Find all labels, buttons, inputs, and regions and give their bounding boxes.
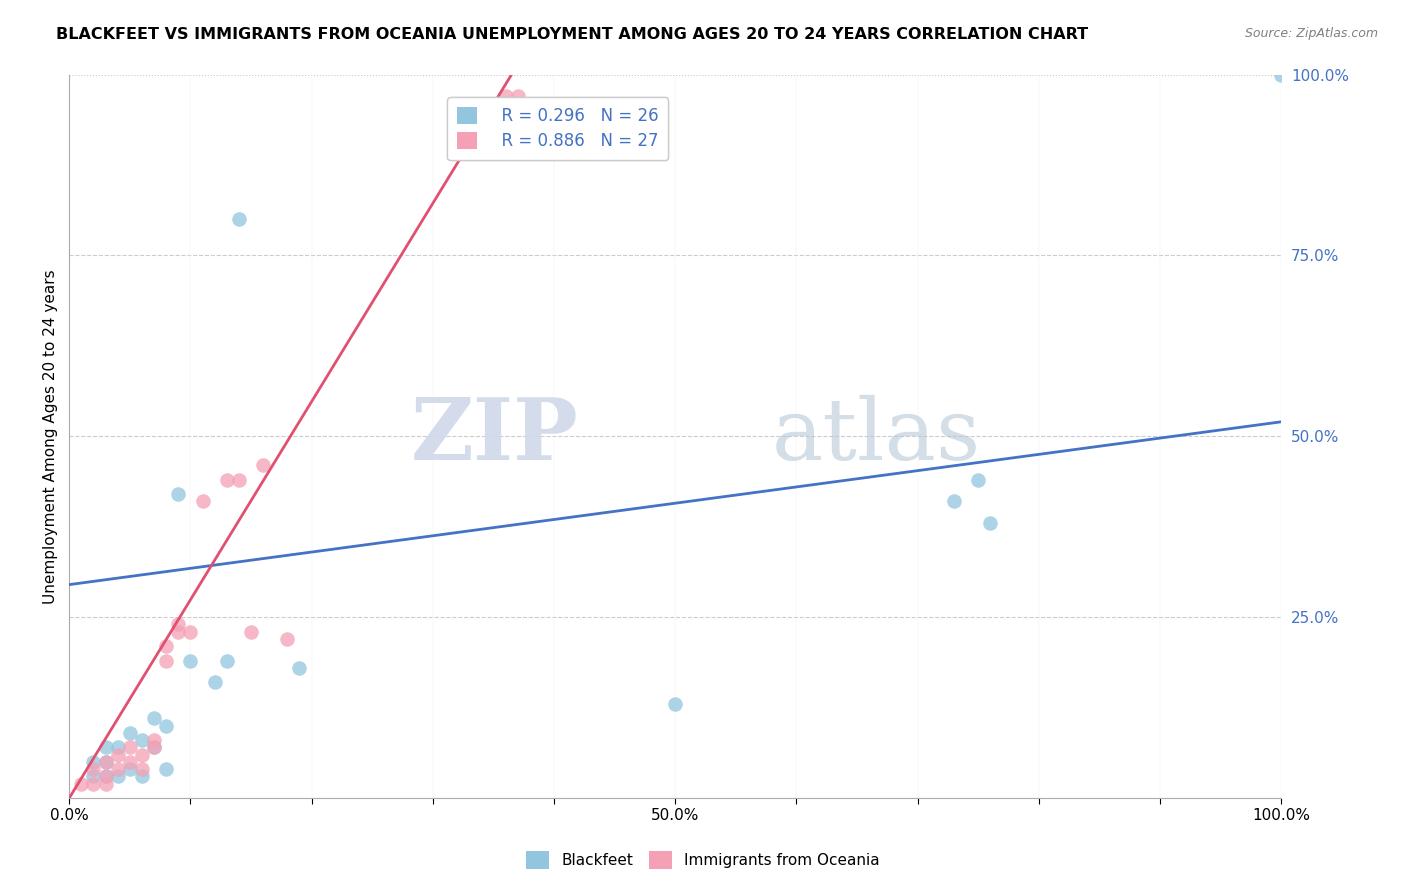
Legend:   R = 0.296   N = 26,   R = 0.886   N = 27: R = 0.296 N = 26, R = 0.886 N = 27 [447, 97, 668, 161]
Point [82, 769, 104, 783]
Point [179, 624, 201, 639]
Point [143, 711, 166, 725]
Point [94, 740, 117, 755]
Point [506, 89, 529, 103]
Point [131, 747, 153, 762]
Point [228, 473, 250, 487]
Text: BLACKFEET VS IMMIGRANTS FROM OCEANIA UNEMPLOYMENT AMONG AGES 20 TO 24 YEARS CORR: BLACKFEET VS IMMIGRANTS FROM OCEANIA UNE… [56, 27, 1088, 42]
Point [131, 733, 153, 747]
Point [94, 755, 117, 769]
Point [131, 762, 153, 776]
Point [495, 89, 517, 103]
Point [252, 458, 274, 473]
Point [94, 769, 117, 783]
Point [118, 762, 141, 776]
Point [276, 632, 298, 646]
Point [979, 516, 1001, 530]
Point [155, 654, 177, 668]
Point [82, 762, 104, 776]
Point [167, 487, 190, 501]
Point [240, 624, 263, 639]
Point [664, 697, 686, 711]
Y-axis label: Unemployment Among Ages 20 to 24 years: Unemployment Among Ages 20 to 24 years [44, 269, 58, 604]
Point [155, 762, 177, 776]
Point [131, 769, 153, 783]
Point [94, 755, 117, 769]
Point [143, 740, 166, 755]
Text: atlas: atlas [772, 394, 981, 478]
Point [143, 733, 166, 747]
Point [215, 654, 238, 668]
Point [118, 726, 141, 740]
Point [107, 762, 129, 776]
Text: Source: ZipAtlas.com: Source: ZipAtlas.com [1244, 27, 1378, 40]
Point [155, 639, 177, 653]
Point [107, 747, 129, 762]
Point [118, 755, 141, 769]
Point [82, 776, 104, 790]
Point [118, 740, 141, 755]
Point [204, 675, 226, 690]
Point [288, 661, 311, 675]
Point [167, 617, 190, 632]
Point [942, 494, 965, 508]
Point [1270, 68, 1292, 82]
Point [167, 624, 190, 639]
Legend: Blackfeet, Immigrants from Oceania: Blackfeet, Immigrants from Oceania [520, 845, 886, 875]
Text: ZIP: ZIP [411, 394, 578, 478]
Point [70, 776, 93, 790]
Point [82, 755, 104, 769]
Point [967, 473, 990, 487]
Point [191, 494, 214, 508]
Point [94, 776, 117, 790]
Point [228, 212, 250, 227]
Point [215, 473, 238, 487]
Point [179, 654, 201, 668]
Point [94, 769, 117, 783]
Point [107, 769, 129, 783]
Point [107, 740, 129, 755]
Point [155, 719, 177, 733]
Point [143, 740, 166, 755]
